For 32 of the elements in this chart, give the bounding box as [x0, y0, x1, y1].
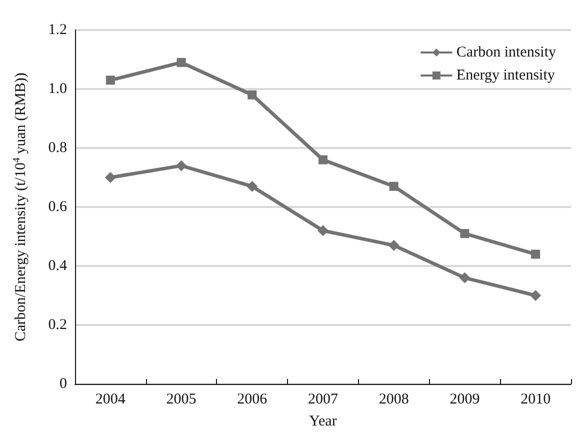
x-tick-label: 2005	[166, 392, 196, 408]
point	[248, 90, 257, 100]
x-tick-label: 2006	[237, 392, 268, 408]
y-tick-label: 0	[60, 376, 67, 392]
y-tick-label: 0.6	[48, 199, 68, 215]
x-axis-title: Year	[309, 414, 337, 430]
point	[246, 180, 258, 192]
point	[318, 225, 328, 236]
x-tick-label: 2010	[520, 392, 551, 408]
point	[104, 172, 116, 183]
y-tick-label: 0.8	[48, 140, 67, 156]
point	[176, 58, 186, 67]
legend-label: Energy intensity	[456, 68, 556, 84]
x-tick-label: 2004	[95, 392, 126, 408]
point	[459, 272, 470, 284]
point	[460, 229, 470, 238]
point	[106, 76, 115, 85]
y-tick-label: 1.2	[48, 22, 67, 38]
point	[388, 240, 400, 251]
legend-label: Carbon intensity	[456, 44, 556, 60]
point	[176, 160, 187, 172]
y-tick-label: 0.2	[48, 317, 67, 333]
point	[318, 155, 328, 164]
x-tick-label: 2008	[378, 392, 409, 408]
x-tick-label: 2007	[308, 392, 338, 408]
point	[530, 290, 542, 301]
y-axis-title: Carbon/Energy intensity (t/104 yuan (RMB))	[12, 72, 29, 342]
y-tick-label: 0.4	[48, 258, 68, 274]
point	[389, 182, 398, 191]
x-tick-label: 2009	[450, 392, 480, 408]
y-tick-label: 1.0	[48, 81, 67, 97]
point	[531, 250, 540, 259]
